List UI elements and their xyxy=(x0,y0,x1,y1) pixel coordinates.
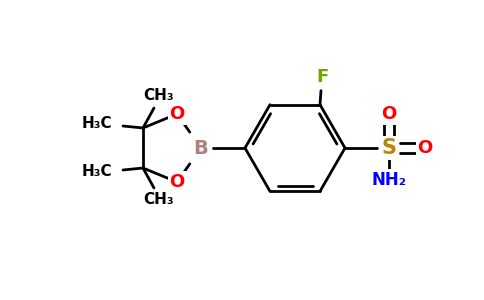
Text: H₃C: H₃C xyxy=(82,116,112,131)
Text: B: B xyxy=(194,139,209,158)
Text: O: O xyxy=(417,139,433,157)
Text: CH₃: CH₃ xyxy=(144,193,174,208)
Text: S: S xyxy=(381,138,396,158)
Text: O: O xyxy=(381,105,396,123)
Text: H₃C: H₃C xyxy=(82,164,112,179)
Text: NH₂: NH₂ xyxy=(372,171,407,189)
Text: CH₃: CH₃ xyxy=(144,88,174,104)
Text: O: O xyxy=(169,105,184,123)
Text: O: O xyxy=(169,173,184,191)
Text: F: F xyxy=(316,68,328,86)
